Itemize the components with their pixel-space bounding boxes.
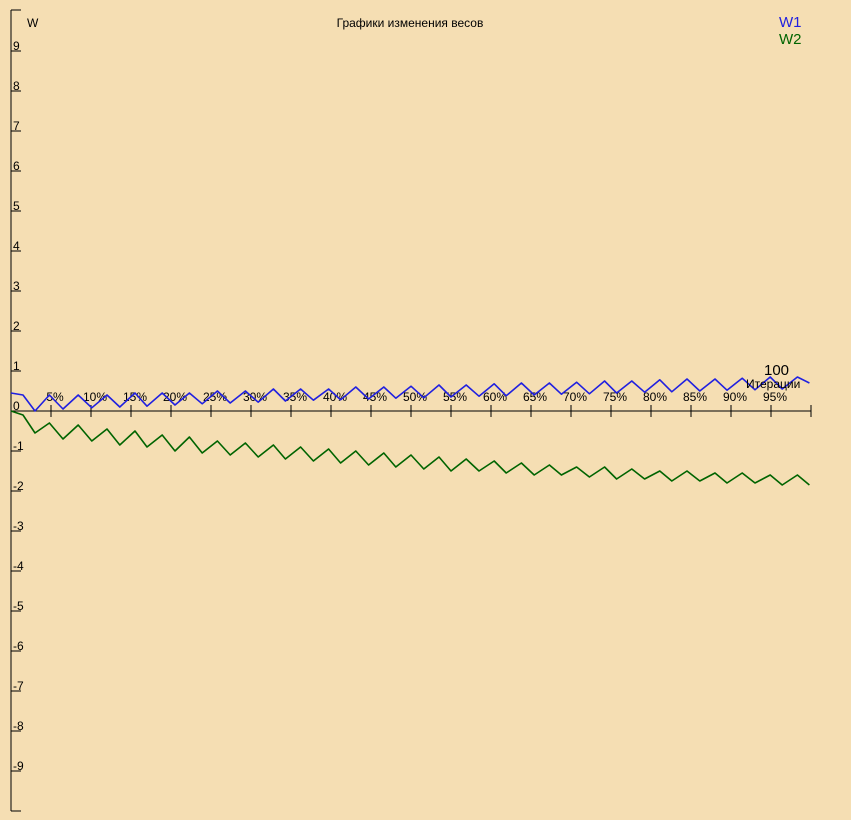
chart-title: Графики изменения весов: [337, 16, 484, 30]
x-tick-label: 80%: [643, 390, 667, 404]
x-axis-label: Итерации: [746, 377, 800, 391]
y-tick-label: -7: [13, 679, 24, 693]
x-tick-label: 40%: [323, 390, 347, 404]
legend-entry-w1: W1: [779, 14, 802, 31]
y-tick-label: -8: [13, 719, 24, 733]
x-tick-label: 55%: [443, 390, 467, 404]
x-tick-label: 75%: [603, 390, 627, 404]
y-tick-label: -3: [13, 519, 24, 533]
x-tick-label: 5%: [46, 390, 64, 404]
legend-entry-w2: W2: [779, 31, 802, 48]
x-tick-label: 90%: [723, 390, 747, 404]
x-tick-label: 85%: [683, 390, 707, 404]
x-tick-label: 70%: [563, 390, 587, 404]
x-tick-label: 50%: [403, 390, 427, 404]
series-line-w2: [10, 410, 810, 486]
y-tick-label: 8: [13, 79, 20, 93]
y-tick-label: -1: [13, 439, 24, 453]
y-tick-label: 6: [13, 159, 20, 173]
y-tick-label: -9: [13, 759, 24, 773]
x-tick-label: 60%: [483, 390, 507, 404]
y-tick-label: -5: [13, 599, 24, 613]
y-tick-label: -2: [13, 479, 24, 493]
x-tick-label: 25%: [203, 390, 227, 404]
y-tick-label: 2: [13, 319, 20, 333]
y-tick-label: 5: [13, 199, 20, 213]
y-tick-label: 4: [13, 239, 20, 253]
x-tick-label: 45%: [363, 390, 387, 404]
y-tick-label: -4: [13, 559, 24, 573]
x-end-label: 100: [764, 362, 789, 379]
series-lines: [10, 376, 810, 486]
x-tick-label: 35%: [283, 390, 307, 404]
y-tick-label: 7: [13, 119, 20, 133]
y-tick-label: 1: [13, 359, 20, 373]
y-ticks: 9 8 7 6 5 4 3 2 1 0 -1 -2 -3 -4 -5 -6 -7 -8 -9: [11, 39, 24, 773]
x-tick-label: 95%: [763, 390, 787, 404]
x-tick-label: 65%: [523, 390, 547, 404]
series-line-w1: [10, 376, 810, 412]
y-axis-label: W: [27, 16, 39, 30]
y-tick-label: -6: [13, 639, 24, 653]
y-tick-label: 9: [13, 39, 20, 53]
y-tick-label: 3: [13, 279, 20, 293]
y-tick-label: 0: [13, 399, 20, 413]
